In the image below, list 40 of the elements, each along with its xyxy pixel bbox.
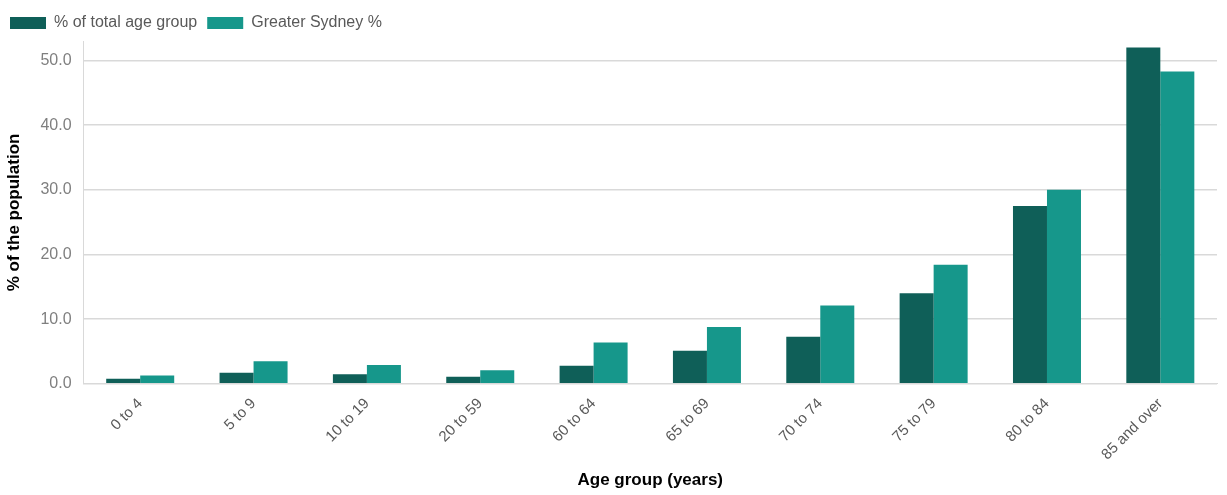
bar: [593, 342, 628, 384]
bar: [219, 372, 254, 384]
legend-label: % of total age group: [54, 13, 198, 31]
bar: [1160, 71, 1195, 384]
bar: [332, 374, 367, 384]
y-tick-label: 30.0: [40, 180, 72, 198]
x-tick-label: 0 to 4: [106, 394, 146, 433]
y-tick-label: 10.0: [40, 309, 72, 327]
bar: [786, 336, 821, 384]
bar: [559, 365, 594, 384]
bar: [672, 350, 707, 384]
bar: [1012, 205, 1047, 384]
x-tick-label: 70 to 74: [774, 394, 826, 445]
y-tick-label: 40.0: [40, 115, 72, 133]
bar: [933, 264, 968, 384]
bar: [480, 370, 515, 384]
x-tick-label: 60 to 64: [548, 394, 599, 445]
bar: [1126, 47, 1161, 384]
y-tick-label: 0.0: [49, 374, 72, 392]
x-axis-title: Age group (years): [577, 470, 724, 490]
x-tick-label: 85 and over: [1097, 394, 1166, 463]
bar: [899, 293, 934, 384]
bar: [706, 326, 741, 384]
x-tick-label: 65 to 69: [661, 394, 712, 445]
y-tick-label: 50.0: [40, 50, 72, 68]
bar: [140, 375, 175, 384]
y-tick-label: 20.0: [40, 244, 72, 262]
x-tick-label: 80 to 84: [1001, 394, 1053, 445]
bar: [253, 361, 288, 384]
x-tick-label: 20 to 59: [434, 394, 486, 445]
bar: [106, 378, 141, 384]
x-tick-label: 5 to 9: [220, 394, 259, 433]
x-tick-label: 75 to 79: [888, 394, 939, 445]
bar: [446, 376, 481, 384]
bar: [820, 305, 855, 384]
bar: [1046, 189, 1081, 384]
legend-label: Greater Sydney %: [251, 13, 382, 31]
bar: [366, 365, 401, 384]
y-axis-title: % of the population: [3, 133, 23, 292]
x-tick-label: 10 to 19: [321, 394, 372, 445]
